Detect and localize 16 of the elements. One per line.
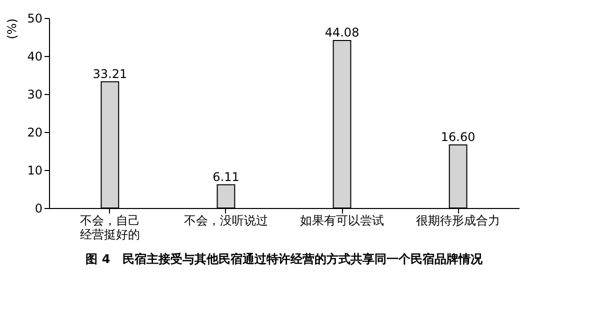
y-tick-label: 40	[27, 50, 42, 64]
y-tick-label: 0	[34, 202, 42, 216]
data-label: 44.08	[324, 25, 360, 40]
y-tick-label: 50	[27, 12, 42, 26]
x-tick-label: 很期待形成合力	[416, 214, 500, 228]
y-tick-label: 20	[27, 126, 42, 140]
data-label: 6.11	[212, 170, 240, 184]
data-label: 16.60	[440, 130, 476, 144]
y-tick-label: 30	[27, 88, 42, 102]
x-tick-label: 如果有可以尝试	[300, 214, 384, 228]
x-tick-label: 不会，没听说过	[184, 214, 268, 228]
data-label: 33.21	[92, 66, 128, 81]
y-axis-title: (%)	[5, 18, 20, 40]
text: 图 4 民宿主接受与其他民宿通过特许经营的方式共享同一个民宿品牌情况	[86, 252, 484, 266]
x-tick-label: 不会，自己经营挺好的	[80, 214, 140, 242]
y-tick-label: 10	[27, 164, 42, 178]
